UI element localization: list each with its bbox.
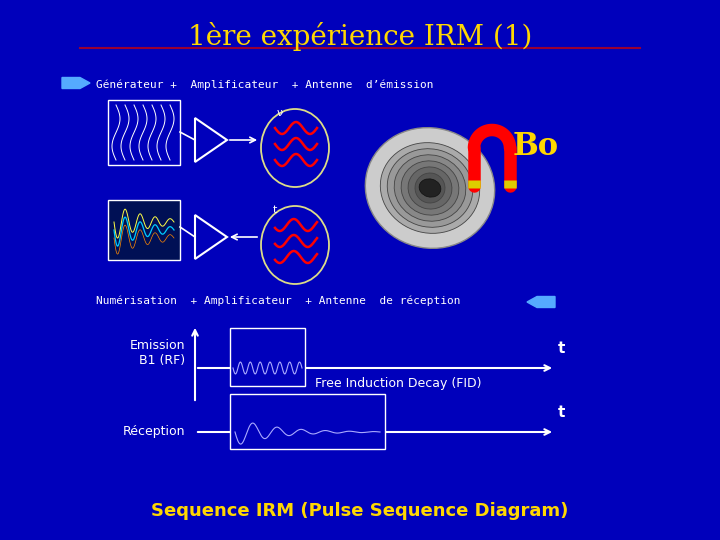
Text: Bo: Bo xyxy=(513,131,559,162)
Bar xyxy=(108,100,180,165)
Ellipse shape xyxy=(419,179,441,197)
Text: ν: ν xyxy=(277,108,283,118)
Text: Numérisation  + Amplificateur  + Antenne  de réception: Numérisation + Amplificateur + Antenne d… xyxy=(96,296,461,307)
Ellipse shape xyxy=(365,127,495,248)
Ellipse shape xyxy=(415,173,445,203)
Ellipse shape xyxy=(408,167,452,209)
Text: Emission
B1 (RF): Emission B1 (RF) xyxy=(130,339,185,367)
FancyArrow shape xyxy=(527,296,555,307)
FancyArrow shape xyxy=(62,78,90,89)
Text: Sequence IRM (Pulse Sequence Diagram): Sequence IRM (Pulse Sequence Diagram) xyxy=(151,502,569,520)
Ellipse shape xyxy=(401,161,459,215)
Text: t: t xyxy=(273,205,277,215)
Text: t: t xyxy=(558,341,565,356)
Bar xyxy=(230,394,385,449)
Text: Réception: Réception xyxy=(122,426,185,438)
Text: 1ère expérience IRM (1): 1ère expérience IRM (1) xyxy=(188,22,532,51)
Ellipse shape xyxy=(387,148,473,227)
Text: Free Induction Decay (FID): Free Induction Decay (FID) xyxy=(315,376,482,389)
Bar xyxy=(230,328,305,386)
Ellipse shape xyxy=(394,155,466,221)
Text: Générateur +  Amplificateur  + Antenne  d’émission: Générateur + Amplificateur + Antenne d’é… xyxy=(96,79,433,90)
Ellipse shape xyxy=(380,143,480,233)
Text: t: t xyxy=(558,405,565,420)
Bar xyxy=(108,200,180,260)
